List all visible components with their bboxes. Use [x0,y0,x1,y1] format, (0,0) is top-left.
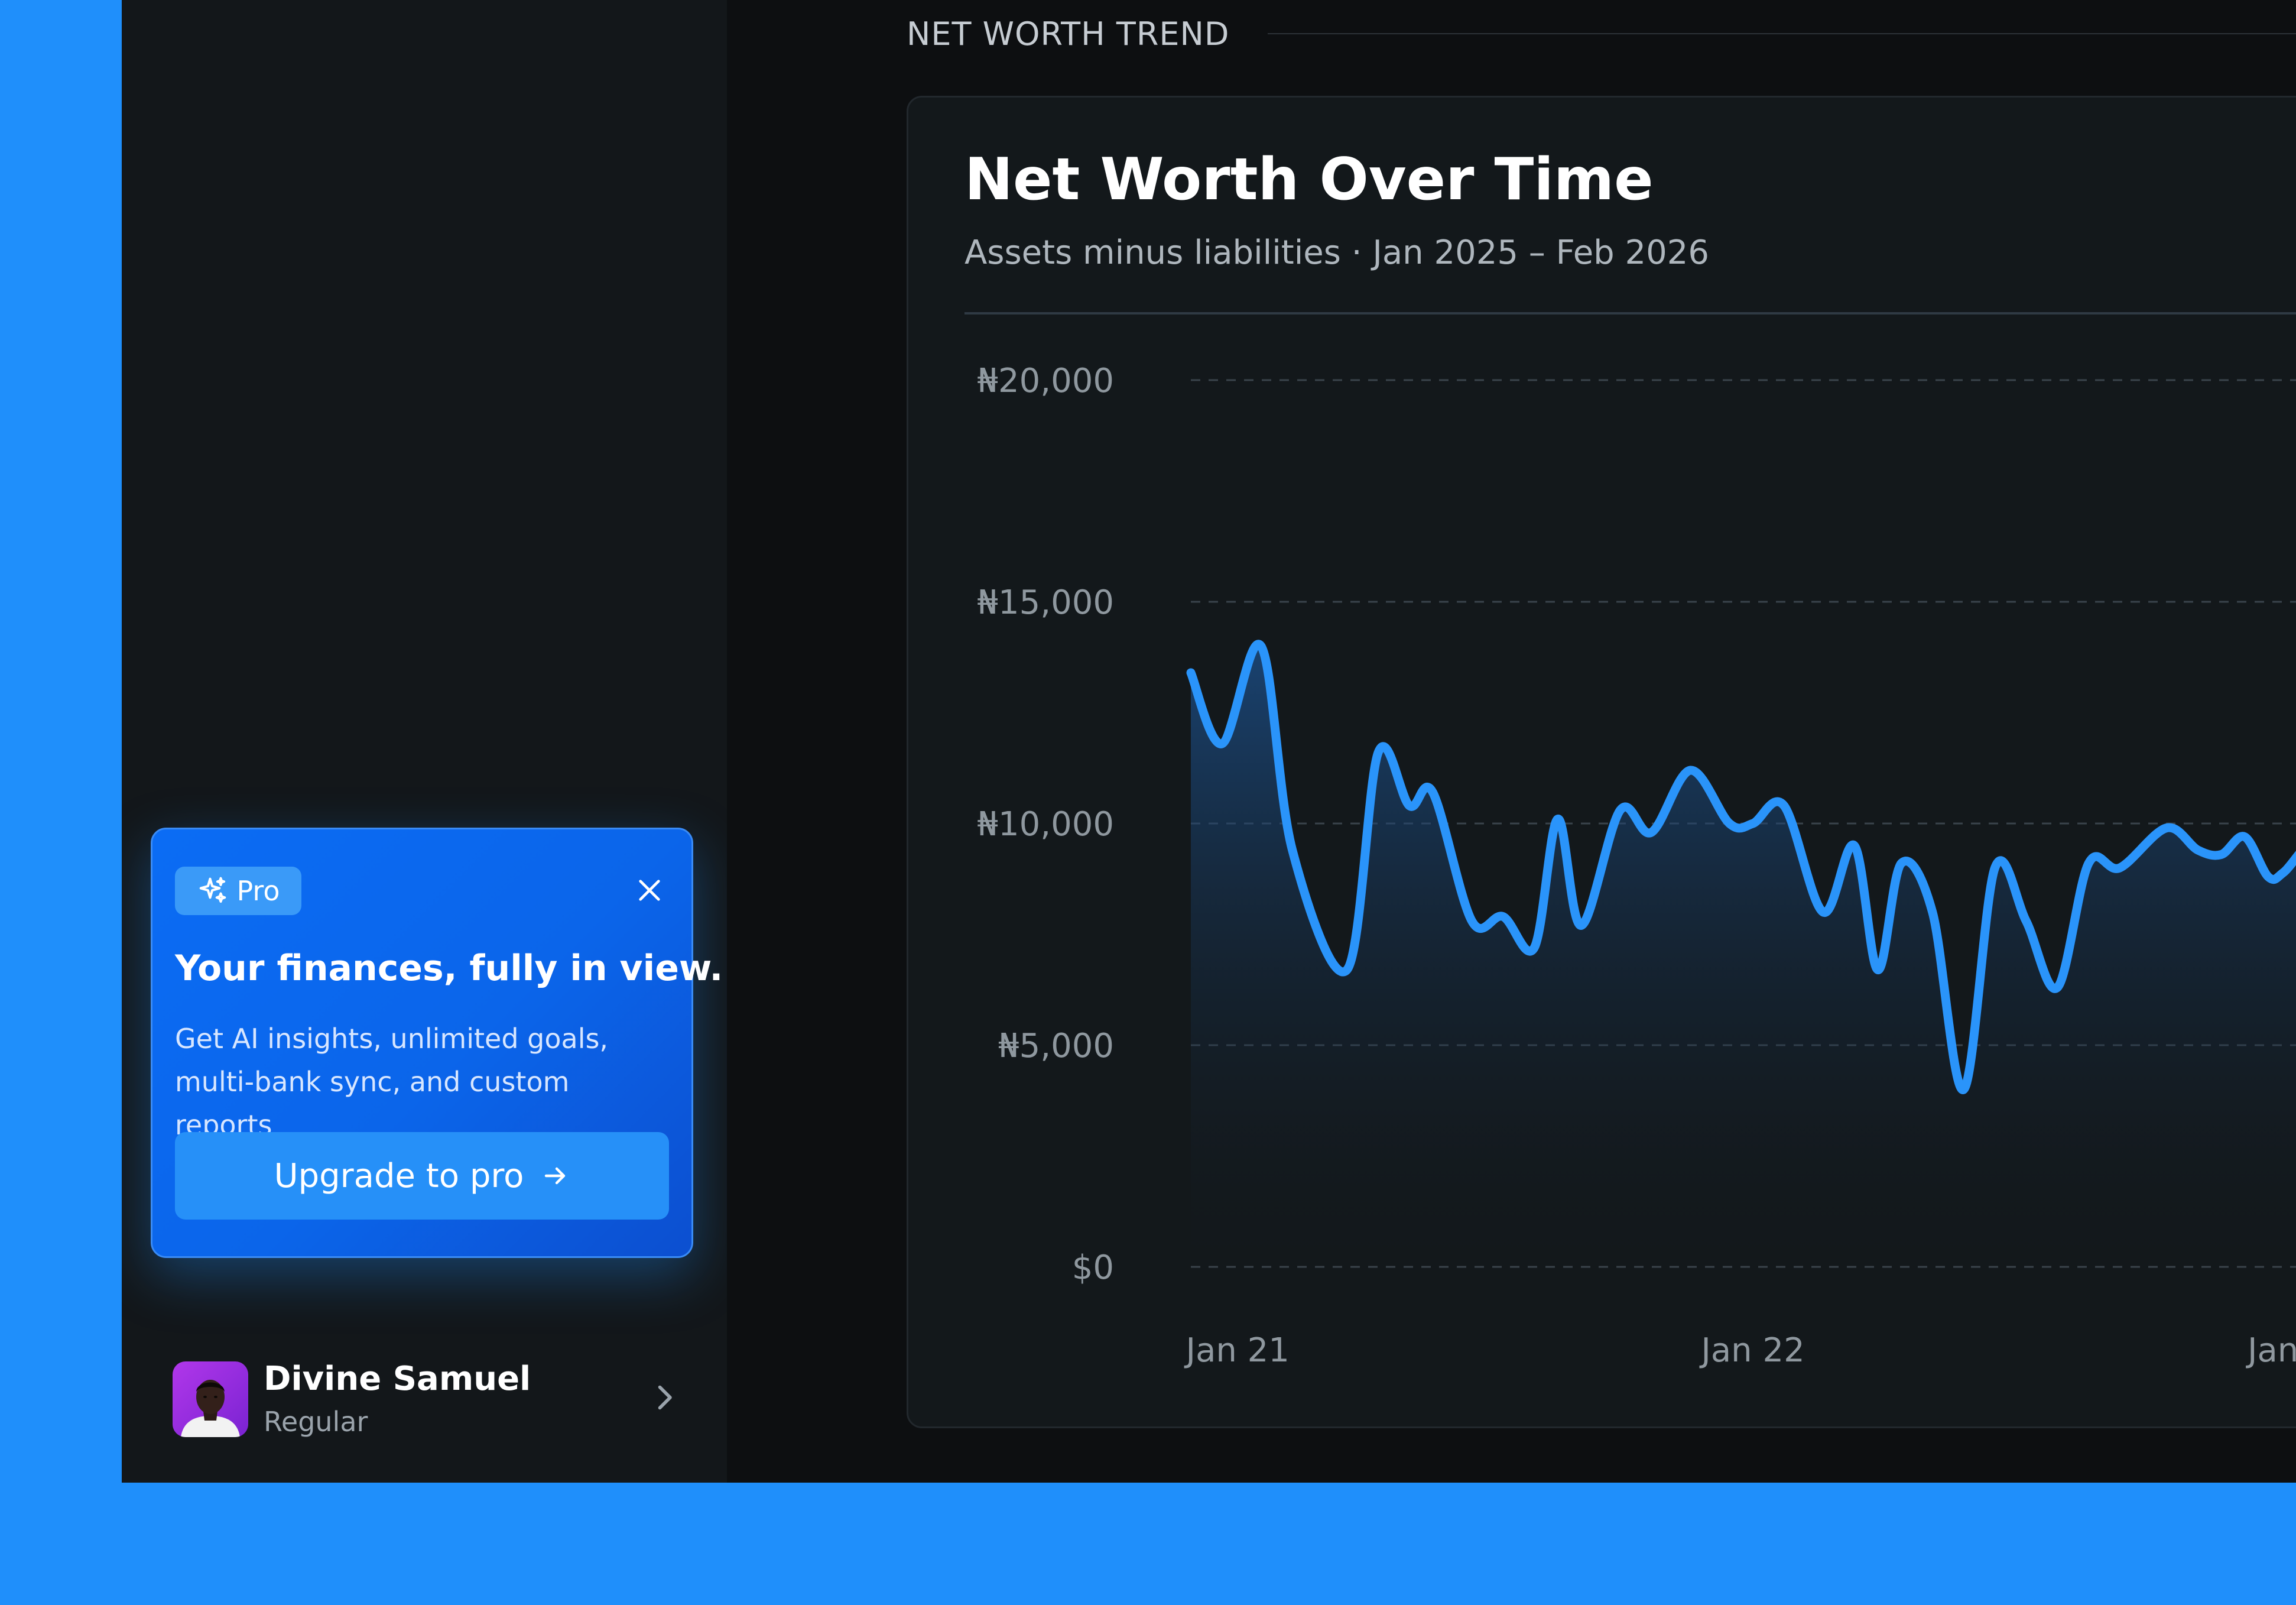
main-content: NET WORTH TREND Net Worth Over Time Asse… [727,0,2296,1483]
net-worth-line [1186,640,2296,1094]
card-subtitle: Assets minus liabilities · Jan 2025 – Fe… [964,234,1710,272]
x-tick-label: Jan 21 [1184,1331,1290,1370]
section-title: NET WORTH TREND [907,15,1230,53]
arrow-right-icon [545,1167,566,1185]
y-tick-label: $0 [1072,1249,1114,1287]
upgrade-button-label: Upgrade to pro [274,1156,524,1195]
card-title: Net Worth Over Time [964,146,1654,213]
user-name: Divine Samuel [264,1360,531,1398]
pro-title: Your finances, fully in view. [175,948,723,989]
y-tick-label: ₦10,000 [977,805,1114,844]
close-icon [639,880,660,901]
chevron-right-icon [658,1385,672,1410]
x-tick-label: Jan 23 [2246,1331,2296,1370]
user-profile-row[interactable]: Divine Samuel Regular [169,1354,677,1442]
avatar [173,1361,248,1437]
section-header: NET WORTH TREND [907,13,2296,54]
user-photo [181,1380,240,1437]
net-worth-chart: $0 ₦5,000 ₦10,000 ₦15,000 ₦20,000 Jan 21 Jan 2… [977,362,2296,1370]
net-worth-card: Net Worth Over Time Assets minus liabili… [907,96,2296,1428]
pro-description: Get AI insights, unlimited goals, multi-… [175,1023,609,1141]
net-worth-area [1191,644,2296,1267]
sidebar: Pro Your finances, fully in view. Get AI… [122,0,727,1483]
upgrade-button[interactable]: Upgrade to pro [175,1132,669,1220]
pro-badge: Pro [175,867,301,915]
sparkles-icon [199,877,226,903]
y-tick-label: ₦15,000 [977,583,1114,622]
pro-upgrade-card: Pro Your finances, fully in view. Get AI… [151,828,723,1258]
card-divider [964,312,2296,314]
y-tick-label: ₦5,000 [998,1027,1114,1065]
section-divider [1267,33,2296,34]
user-role: Regular [264,1406,368,1438]
x-tick-label: Jan 22 [1699,1331,1804,1370]
y-tick-label: ₦20,000 [977,362,1114,400]
close-button[interactable] [629,870,670,911]
pro-badge-label: Pro [236,875,280,907]
app-window: Pro Your finances, fully in view. Get AI… [122,0,2296,1483]
